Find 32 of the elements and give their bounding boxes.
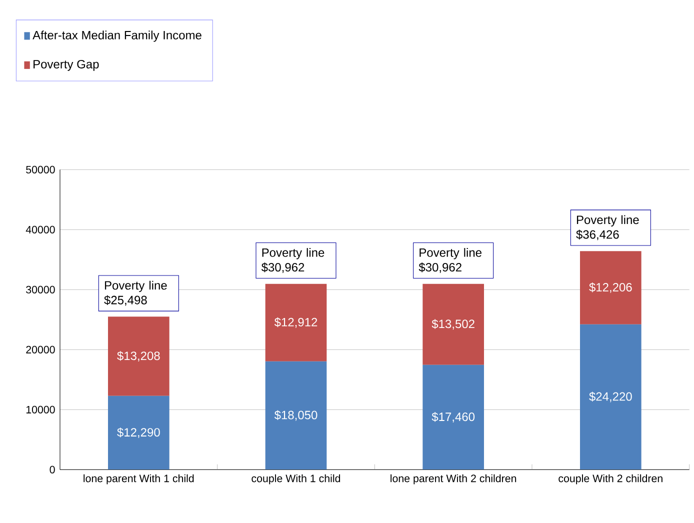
y-tick-label: 40000 bbox=[26, 226, 55, 234]
y-tick-label: 0 bbox=[50, 466, 55, 474]
x-tick-label: couple With 2 children bbox=[558, 474, 662, 484]
annotation: Poverty line $36,426 bbox=[576, 215, 639, 240]
data-label: $12,206 bbox=[589, 282, 632, 293]
y-tick-label: 50000 bbox=[26, 166, 55, 174]
data-label: $13,208 bbox=[117, 351, 160, 362]
y-tick-label: 10000 bbox=[26, 406, 55, 414]
legend-label: After-tax Median Family Income bbox=[32, 30, 202, 42]
bar bbox=[108, 396, 170, 470]
bar bbox=[580, 251, 642, 324]
annotation: Poverty line $30,962 bbox=[261, 248, 324, 273]
data-label: $12,290 bbox=[117, 428, 160, 438]
y-tick-label: 20000 bbox=[26, 346, 55, 354]
x-tick-label: couple With 1 child bbox=[252, 474, 340, 484]
data-label: $24,220 bbox=[589, 392, 632, 402]
bar bbox=[580, 324, 642, 470]
bar bbox=[265, 284, 327, 362]
x-tick-label: lone parent With 1 child bbox=[84, 474, 194, 484]
bar bbox=[422, 364, 484, 470]
y-tick-label: 30000 bbox=[26, 286, 55, 294]
data-label: $12,912 bbox=[274, 317, 318, 328]
bar bbox=[265, 361, 327, 470]
data-label: $17,460 bbox=[432, 412, 475, 422]
annotation: Poverty line $30,962 bbox=[418, 248, 482, 273]
annotation: Poverty line $25,498 bbox=[104, 280, 167, 306]
bar bbox=[422, 284, 484, 365]
legend-label: Poverty Gap bbox=[34, 60, 99, 71]
x-tick-label: lone parent With 2 children bbox=[390, 474, 516, 484]
bar bbox=[108, 316, 170, 396]
data-label: $18,050 bbox=[274, 410, 318, 421]
data-label: $13,502 bbox=[432, 319, 474, 330]
